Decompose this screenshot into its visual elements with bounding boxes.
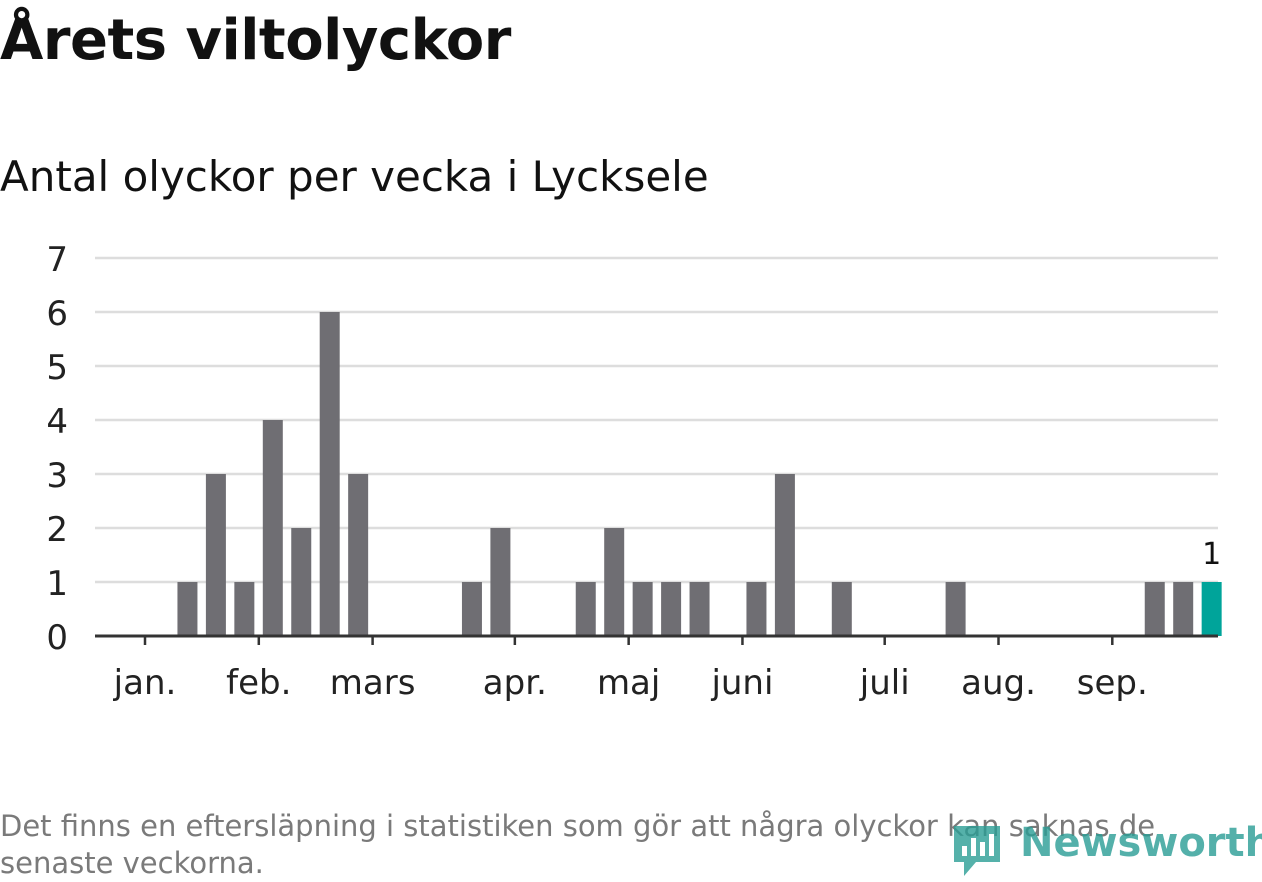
x-tick-label: aug. [961,663,1036,703]
y-tick-label: 4 [46,402,68,442]
y-tick-label: 2 [46,510,68,550]
bar [291,528,312,636]
bar [1144,582,1165,636]
bar [661,582,682,636]
bar [774,474,795,636]
bar [461,582,482,636]
bar [490,528,511,636]
bar [205,474,226,636]
y-tick-label: 5 [46,348,68,388]
y-tick-label: 3 [46,456,68,496]
newsworthy-logo-icon [954,826,1000,876]
y-tick-label: 7 [46,240,68,280]
data-labels: 1 [1202,537,1221,572]
highlight-value-label: 1 [1202,537,1221,572]
newsworthy-logo: Newsworthy [950,818,1262,878]
y-tick-label: 0 [46,618,68,658]
newsworthy-logo-text: Newsworthy [1020,820,1262,866]
y-tick-label: 1 [46,564,68,604]
bar [319,312,340,636]
bar [575,582,596,636]
y-tick-label: 6 [46,294,68,334]
bar-chart: 0 1 2 3 4 5 6 7 jan. feb. mars apr. maj juni juli aug.… [46,240,1222,703]
bar [689,582,710,636]
bar [604,528,625,636]
x-tick-label: feb. [226,663,291,703]
chart-subtitle: Antal olyckor per vecka i Lycksele [0,152,709,201]
bar [1173,582,1194,636]
bars [177,312,1222,636]
x-tick-label: mars [330,663,416,703]
x-axis: jan. feb. mars apr. maj juni juli aug. sep. [95,634,1218,703]
x-tick-label: maj [597,663,660,703]
bar [234,582,255,636]
x-tick-label: apr. [483,663,547,703]
highlighted-bar [1201,582,1222,636]
bar [746,582,767,636]
x-tick-label: sep. [1077,663,1148,703]
x-tick-label: juli [859,663,910,703]
bar [262,420,283,636]
bar [348,474,369,636]
y-axis-ticks: 0 1 2 3 4 5 6 7 [46,240,68,658]
bar [632,582,653,636]
bar [831,582,852,636]
bar [177,582,198,636]
x-tick-label: juni [710,663,773,703]
x-tick-label: jan. [113,663,177,703]
chart-title: Årets viltolyckor [0,8,511,73]
bar [945,582,966,636]
